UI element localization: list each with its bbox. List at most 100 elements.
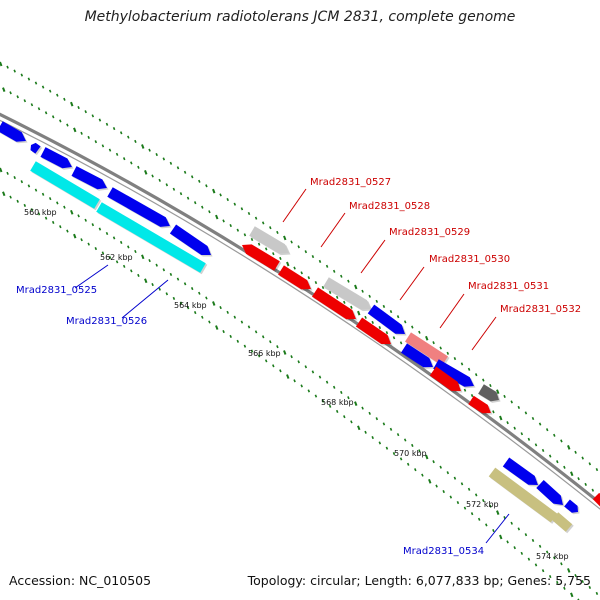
gene-label-0532[interactable]: Mrad2831_0532	[500, 304, 581, 315]
scale-tick	[453, 357, 457, 361]
scale-tick	[396, 315, 400, 319]
scale-tick	[482, 378, 485, 382]
scale-tick	[321, 285, 325, 290]
gene-feature	[488, 467, 558, 523]
scale-tick	[20, 180, 24, 184]
scale-tick	[392, 336, 396, 340]
gene-feature	[429, 366, 461, 391]
scale-tick	[141, 254, 145, 260]
scale-tick	[304, 250, 308, 254]
callout-line	[485, 513, 510, 544]
gene-feature	[355, 317, 391, 344]
gene-feature	[278, 265, 311, 290]
scale-tick	[581, 456, 584, 460]
scale-tick	[375, 417, 379, 421]
scale-tick	[325, 264, 329, 268]
scale-tick	[541, 448, 545, 452]
scale-tick	[506, 540, 509, 544]
scale-tick	[48, 197, 52, 201]
scale-tick	[77, 105, 80, 110]
scale-tick	[556, 460, 559, 464]
scale-tick	[257, 242, 261, 246]
scale-tick	[201, 205, 204, 209]
backbone-strand-lower	[0, 119, 600, 510]
scale-tick	[84, 218, 87, 222]
scale-tick	[411, 325, 414, 329]
scale-tick	[293, 379, 296, 383]
scale-tick	[283, 350, 287, 355]
callout-line	[282, 188, 307, 223]
scale-label-562: 562 kbp	[100, 253, 133, 262]
scale-tick	[215, 325, 219, 330]
scale-tick	[127, 245, 130, 249]
scale-tick	[435, 484, 438, 488]
scale-tick	[134, 249, 137, 254]
scale-tick	[307, 276, 311, 280]
gene-label-0529[interactable]: Mrad2831_0529	[389, 227, 470, 238]
scale-tick	[23, 99, 27, 103]
gene-label-0526[interactable]: Mrad2831_0526	[66, 316, 147, 327]
gene-label-0531[interactable]: Mrad2831_0531	[468, 281, 549, 292]
scale-tick	[91, 114, 95, 118]
scale-tick	[226, 198, 229, 202]
scale-tick	[403, 438, 407, 442]
scale-tick	[190, 175, 194, 179]
scale-tick	[80, 131, 83, 135]
scale-tick	[226, 310, 229, 314]
scale-tick	[6, 65, 9, 69]
scale-tick	[354, 401, 358, 406]
scale-tick	[527, 437, 531, 441]
scale-tick	[179, 192, 183, 196]
scale-tick	[340, 390, 343, 395]
scale-tick	[257, 354, 261, 358]
scale-tick	[155, 263, 158, 267]
scale-tick	[286, 374, 290, 379]
scale-tick	[577, 598, 580, 600]
gene-feature	[502, 457, 538, 485]
scale-tick	[560, 562, 563, 566]
scale-tick	[563, 465, 566, 469]
scale-tick	[418, 330, 421, 334]
scale-tick	[30, 208, 34, 212]
scale-tick	[368, 411, 371, 415]
scale-tick	[137, 165, 140, 169]
gene-label-0530[interactable]: Mrad2831_0530	[429, 254, 510, 265]
scale-tick	[243, 344, 247, 348]
scale-tick	[44, 111, 48, 115]
scale-tick	[314, 394, 318, 398]
scale-tick	[276, 230, 279, 234]
scale-tick	[311, 254, 315, 259]
scale-tick	[425, 335, 429, 341]
scale-tick	[548, 454, 552, 458]
scale-tick	[392, 451, 396, 456]
scale-tick	[98, 118, 102, 122]
scale-tick	[264, 247, 268, 251]
scale-tick	[70, 101, 74, 107]
scale-tick	[34, 81, 38, 85]
scale-tick	[261, 335, 265, 339]
scale-tick	[399, 341, 403, 345]
scale-tick	[510, 400, 513, 404]
gene-feature	[30, 142, 41, 154]
scale-tick	[144, 278, 148, 284]
scale-tick	[240, 320, 244, 324]
scale-tick	[567, 445, 571, 450]
scale-tick	[233, 315, 237, 319]
scale-tick	[272, 252, 275, 256]
scale-tick	[162, 268, 166, 272]
scale-tick	[269, 226, 272, 230]
scale-tick	[570, 471, 574, 477]
gene-label-0527[interactable]: Mrad2831_0527	[310, 177, 391, 188]
scale-tick	[439, 346, 442, 350]
scale-tick	[186, 306, 190, 310]
scale-tick	[250, 349, 254, 353]
gene-label-0534[interactable]: Mrad2831_0534	[403, 546, 484, 557]
scale-tick	[105, 122, 109, 126]
gene-feature	[169, 224, 211, 256]
scale-tick	[87, 135, 90, 140]
gene-label-0528[interactable]: Mrad2831_0528	[349, 201, 430, 212]
gene-label-0525[interactable]: Mrad2831_0525	[16, 285, 97, 296]
gene-feature	[564, 499, 578, 513]
gene-features	[0, 121, 600, 534]
